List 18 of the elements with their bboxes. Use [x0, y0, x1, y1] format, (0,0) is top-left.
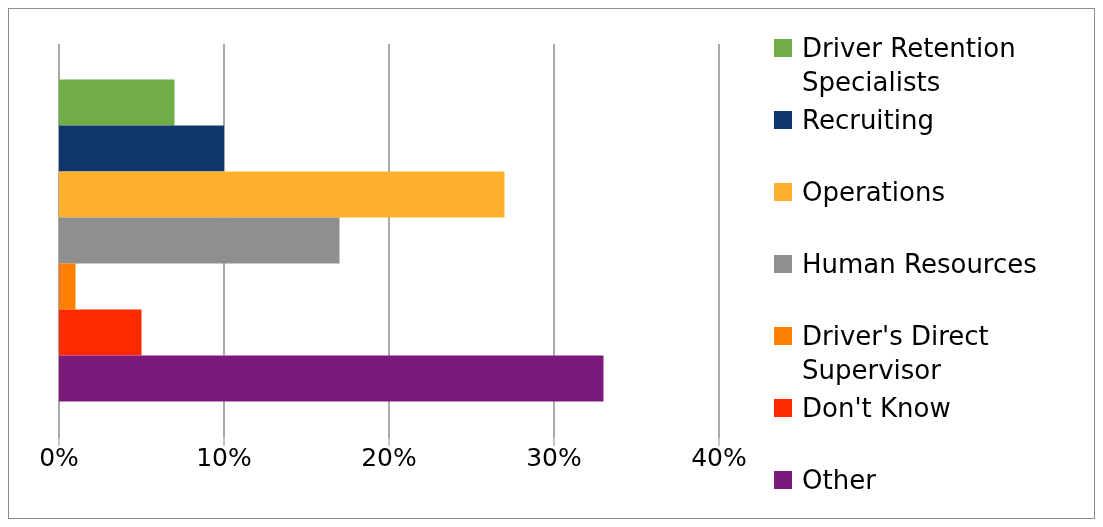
x-tick-label: 0% [39, 442, 79, 472]
x-tick-label: 30% [526, 442, 582, 472]
bar [59, 309, 142, 356]
legend-label: Human Resources [802, 248, 1037, 281]
bar [59, 355, 604, 402]
bar [59, 263, 76, 310]
legend-label: Other [802, 464, 876, 497]
bar [59, 125, 224, 172]
x-tick-label: 40% [691, 442, 747, 472]
legend-label: Driver Retention Specialists [802, 32, 1017, 99]
x-tick-label: 10% [196, 442, 252, 472]
bar [59, 171, 505, 218]
legend-label: Driver's Direct Supervisor [802, 320, 990, 387]
legend-label: Operations [802, 176, 945, 209]
bar [59, 79, 175, 126]
legend-label: Recruiting [802, 104, 934, 137]
x-tick-label: 20% [361, 442, 417, 472]
legend-label: Don't Know [802, 392, 951, 425]
